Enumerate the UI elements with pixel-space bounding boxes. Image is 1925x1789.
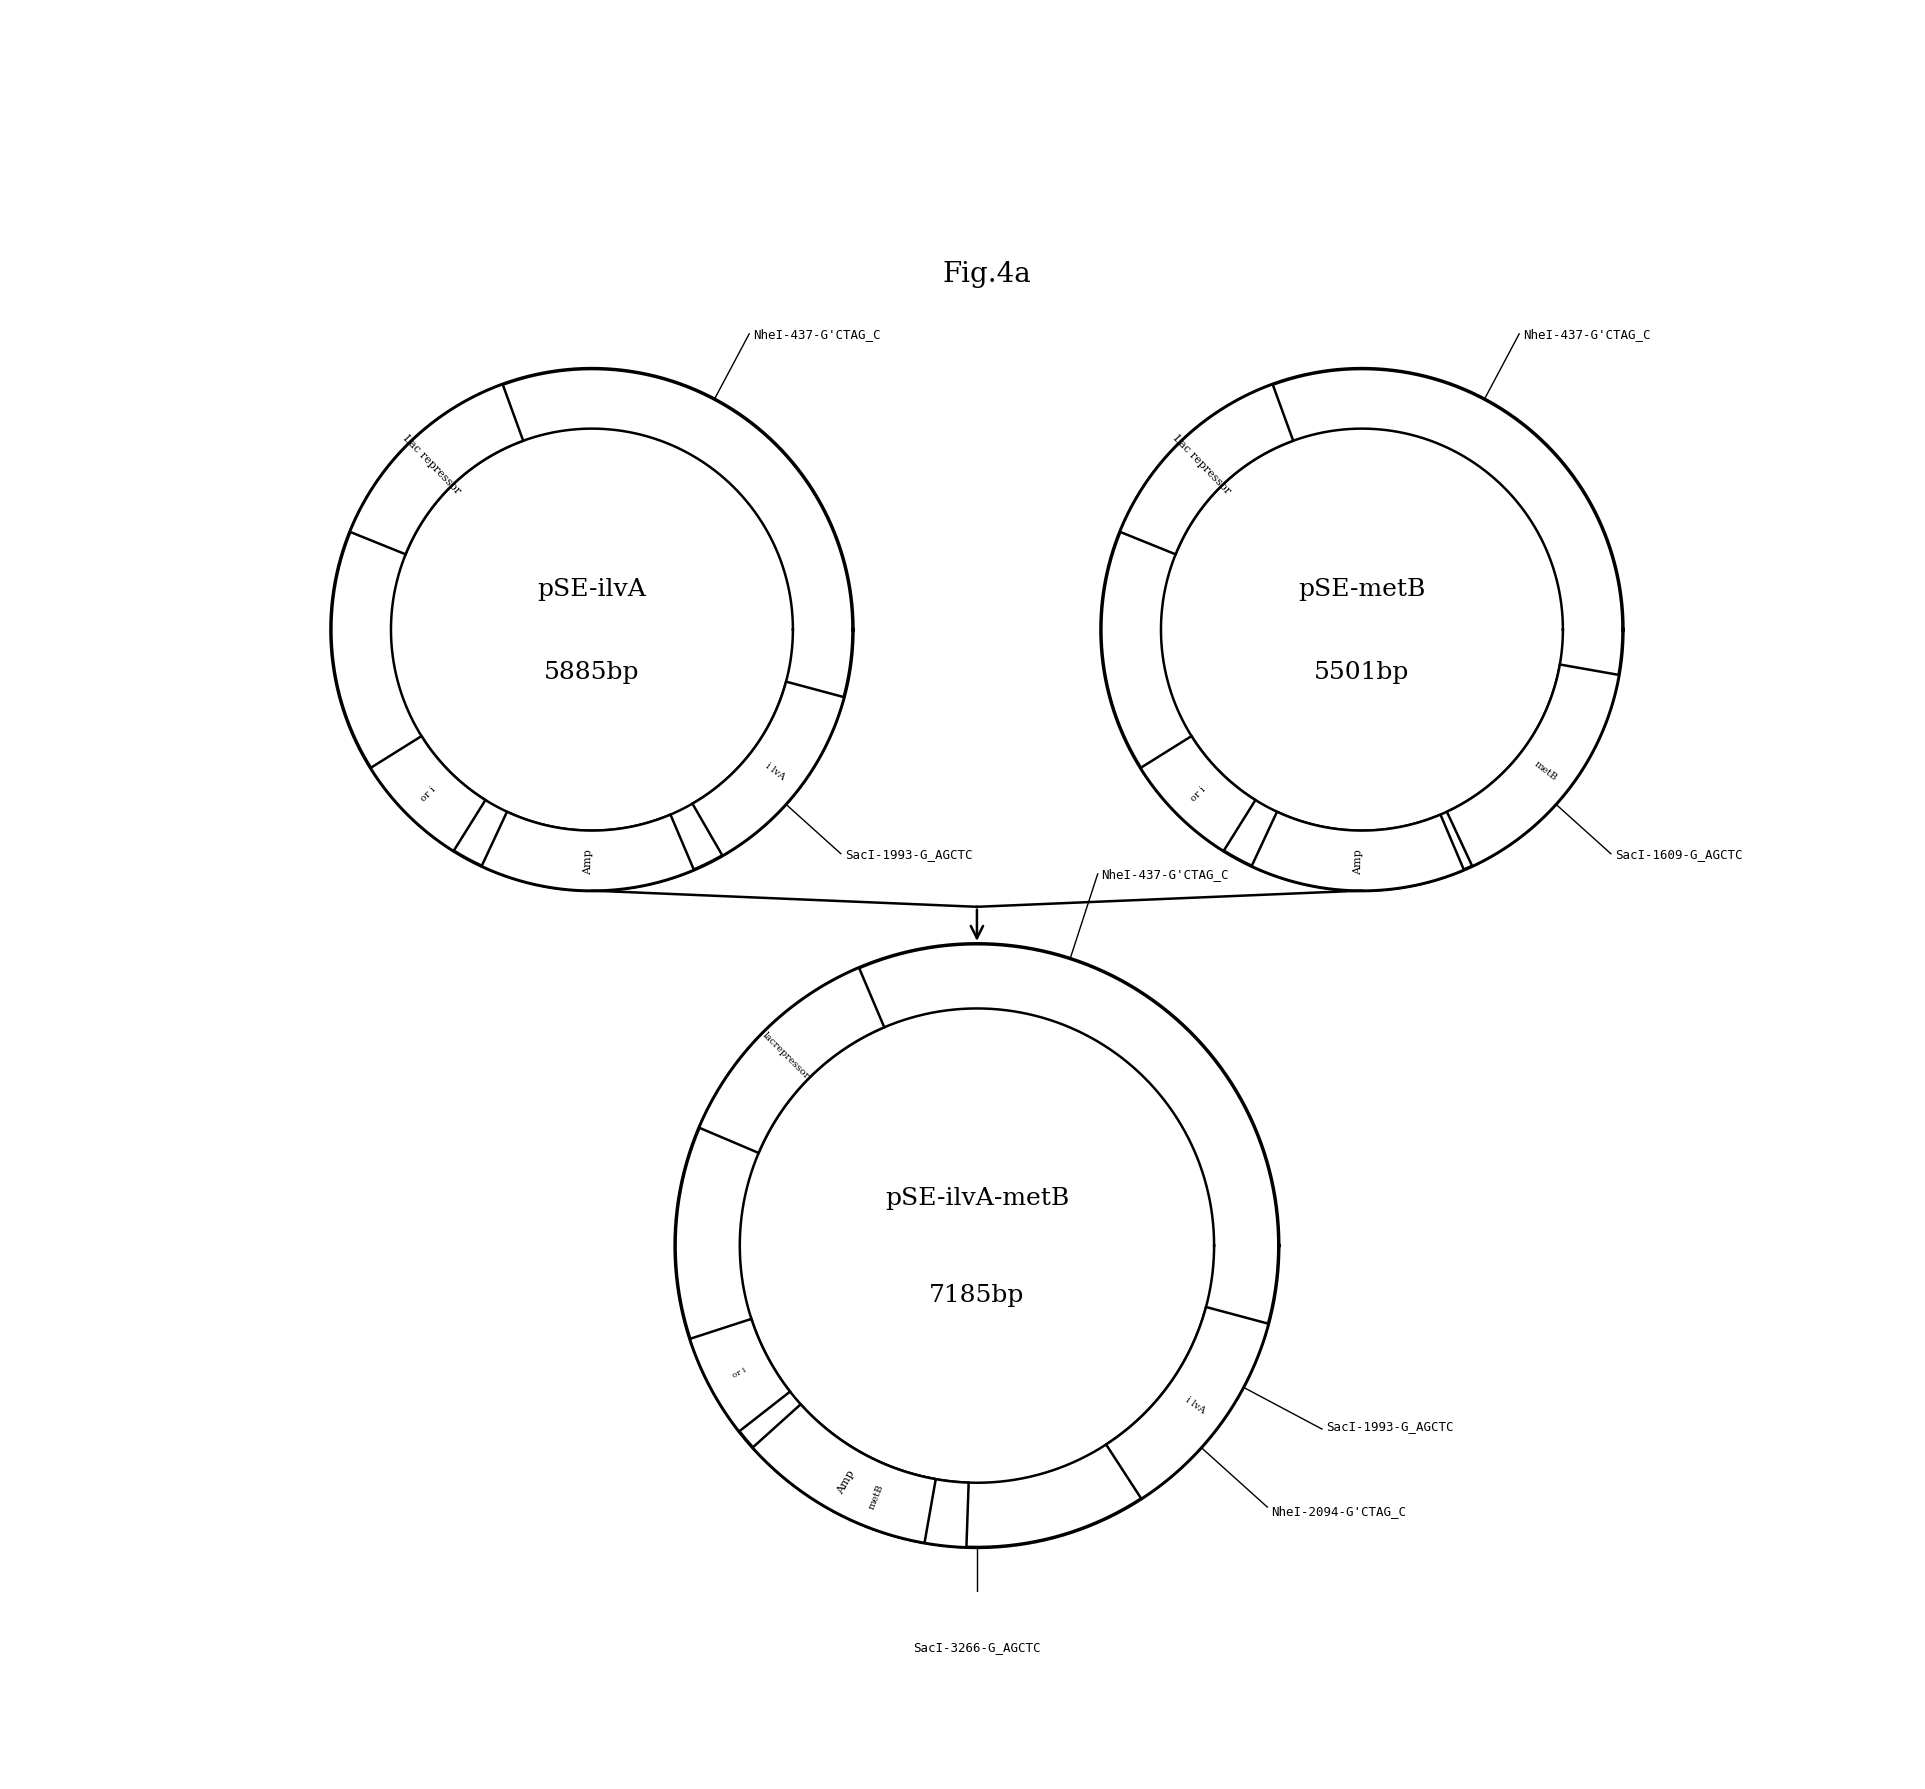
Polygon shape [1107,1308,1269,1499]
Text: 5885bp: 5885bp [545,660,639,683]
Text: Lac repressor: Lac repressor [400,433,462,496]
Polygon shape [350,385,524,555]
Text: NheI-437-G'CTAG_C: NheI-437-G'CTAG_C [753,327,880,342]
Text: pSE-metB: pSE-metB [1297,578,1426,599]
Text: Amp: Amp [1353,848,1363,875]
Text: i lvA: i lvA [1184,1394,1207,1415]
Polygon shape [699,968,884,1154]
Polygon shape [693,682,843,857]
Text: i lvA: i lvA [764,760,787,782]
Text: NheI-437-G'CTAG_C: NheI-437-G'CTAG_C [1523,327,1650,342]
Polygon shape [689,1318,789,1431]
Text: Amp: Amp [583,848,593,875]
Text: lacrepressor: lacrepressor [760,1030,812,1081]
Polygon shape [753,1404,936,1542]
Text: pSE-ilvA: pSE-ilvA [537,578,647,599]
Polygon shape [1142,737,1255,852]
Text: SacI-1609-G_AGCTC: SacI-1609-G_AGCTC [1615,848,1742,861]
Text: or i: or i [1190,784,1207,803]
Text: SacI-1993-G_AGCTC: SacI-1993-G_AGCTC [1326,1419,1453,1431]
Polygon shape [1120,385,1294,555]
Polygon shape [1251,812,1463,891]
Polygon shape [481,812,693,891]
Text: Fig.4a: Fig.4a [941,261,1032,288]
Text: Amp: Amp [835,1467,857,1496]
Text: or i: or i [420,784,437,803]
Text: NheI-437-G'CTAG_C: NheI-437-G'CTAG_C [1101,868,1228,880]
Text: Lac repressor: Lac repressor [1170,433,1232,496]
Text: 5501bp: 5501bp [1315,660,1409,683]
Text: SacI-3266-G_AGCTC: SacI-3266-G_AGCTC [912,1641,1041,1653]
Polygon shape [372,737,485,852]
Text: NheI-2094-G'CTAG_C: NheI-2094-G'CTAG_C [1270,1505,1405,1517]
Text: or i: or i [732,1365,747,1379]
Text: SacI-1993-G_AGCTC: SacI-1993-G_AGCTC [845,848,972,861]
Text: metB: metB [866,1481,886,1510]
Text: metB: metB [1532,759,1559,782]
Text: 7185bp: 7185bp [930,1283,1024,1306]
Polygon shape [1448,666,1619,866]
Text: pSE-ilvA-metB: pSE-ilvA-metB [886,1186,1068,1209]
Polygon shape [776,1422,968,1547]
